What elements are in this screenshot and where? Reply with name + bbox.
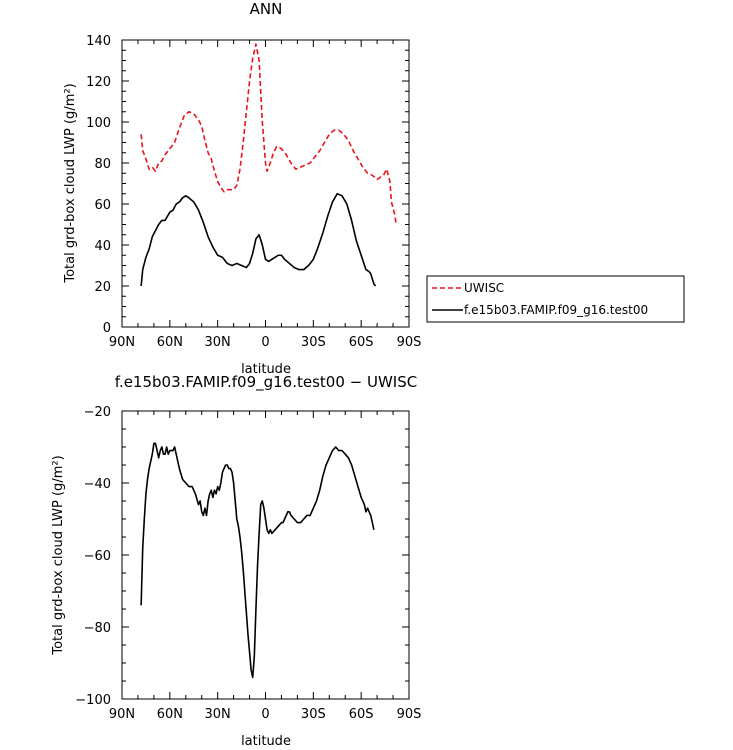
top-x-tick-label: 0: [261, 335, 269, 350]
top-series-line-0: [140, 43, 398, 225]
bottom-x-tick-label: 90N: [109, 707, 135, 722]
bottom-series-group: [140, 442, 375, 679]
top-x-tick-label: 30S: [301, 335, 326, 350]
top-y-tick-label: 120: [86, 75, 111, 90]
top-x-tick-label: 90S: [397, 335, 422, 350]
top-y-tick-label: 20: [94, 280, 111, 295]
top-y-tick-label: 60: [94, 198, 111, 213]
bottom-axis-ticks: 90N 60N 30N 0 30S 60S 90S −100 −80 −60 −40 −20: [75, 405, 421, 722]
top-x-tick-label: 30N: [205, 335, 231, 350]
legend-label-uwisc: UWISC: [464, 281, 504, 295]
top-x-tick-label: 90N: [109, 335, 135, 350]
top-axis-ticks: 90N 60N 30N 0 30S 60S 90S 0 20 40 60 80 100 120 140: [86, 34, 421, 350]
bottom-x-tick-label: 30N: [205, 707, 231, 722]
top-y-tick-label: 100: [86, 116, 111, 131]
top-series-line-1: [140, 192, 377, 287]
bottom-y-tick-label: −80: [84, 621, 111, 636]
top-y-tick-label: 0: [103, 321, 111, 336]
bottom-x-tick-label: 0: [261, 707, 269, 722]
bottom-series-line-0: [140, 442, 375, 679]
top-plot-frame: [121, 39, 410, 328]
bottom-y-tick-label: −20: [84, 405, 111, 420]
bottom-y-axis-label: Total grd-box cloud LWP (g/m²): [51, 455, 66, 655]
bottom-y-tick-label: −40: [84, 477, 111, 492]
bottom-x-tick-label: 60N: [157, 707, 183, 722]
bottom-x-axis-label: latitude: [241, 734, 291, 749]
bottom-x-tick-label: 60S: [349, 707, 374, 722]
top-chart-title: ANN: [250, 0, 283, 18]
top-y-tick-label: 140: [86, 34, 111, 49]
bottom-panel: f.e15b03.FAMIP.f09_g16.test00 − UWISC 90…: [51, 373, 421, 749]
top-plot-area: 90N 60N 30N 0 30S 60S 90S 0 20 40 60 80 100 120 140: [86, 34, 421, 350]
bottom-x-tick-label: 90S: [397, 707, 422, 722]
top-y-tick-label: 80: [94, 157, 111, 172]
bottom-y-tick-label: −60: [84, 549, 111, 564]
top-x-axis-label: latitude: [241, 362, 291, 377]
top-x-tick-label: 60S: [349, 335, 374, 350]
top-y-tick-label: 40: [94, 239, 111, 254]
bottom-chart-title: f.e15b03.FAMIP.f09_g16.test00 − UWISC: [115, 373, 417, 392]
bottom-y-tick-label: −100: [75, 693, 111, 708]
legend-box: [426, 275, 685, 323]
top-y-axis-label: Total grd-box cloud LWP (g/m²): [63, 83, 78, 283]
top-x-tick-label: 60N: [157, 335, 183, 350]
top-series-group: [140, 43, 398, 287]
top-panel: ANN 90N 60N 30N 0 30S 60S 90S 0 20 40 60 80 100 120 14…: [63, 0, 685, 377]
legend: UWISC f.e15b03.FAMIP.f09_g16.test00: [426, 275, 685, 323]
bottom-x-tick-label: 30S: [301, 707, 326, 722]
legend-label-model: f.e15b03.FAMIP.f09_g16.test00: [464, 303, 648, 317]
